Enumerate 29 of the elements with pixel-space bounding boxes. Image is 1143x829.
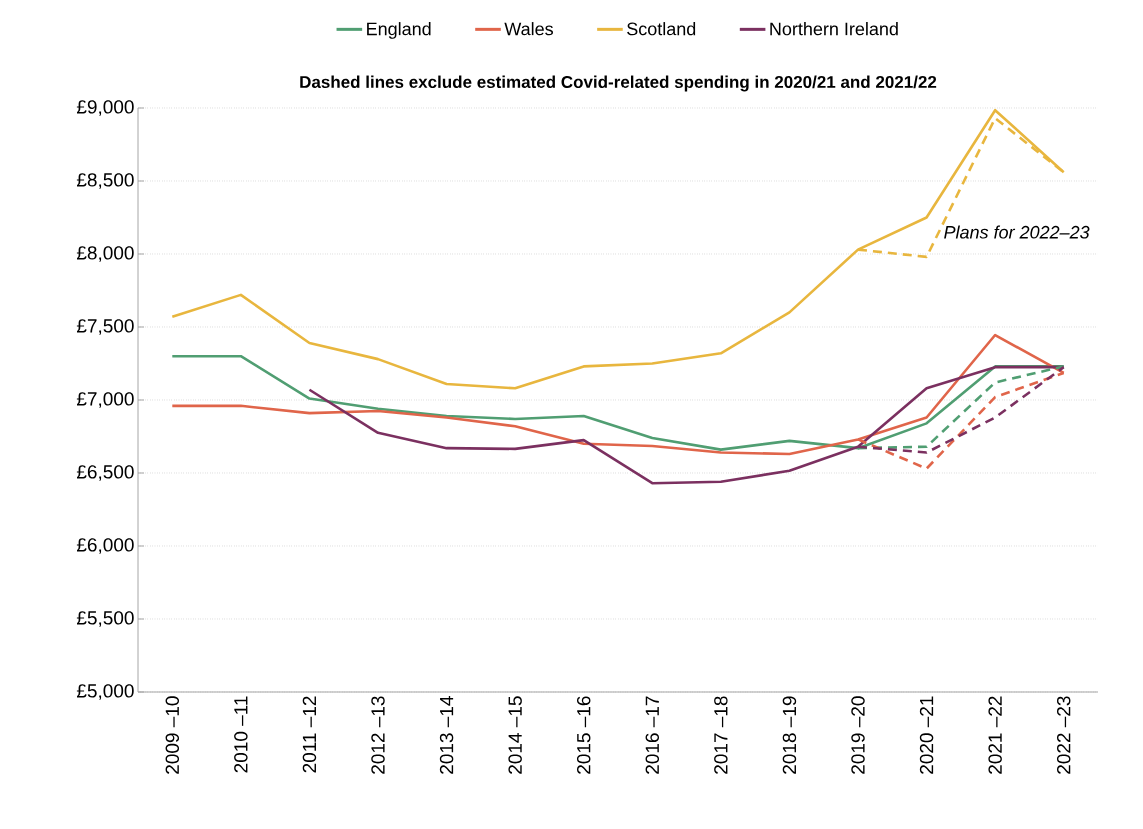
legend-label: Northern Ireland bbox=[770, 22, 898, 36]
x-tick-label: 2015 –16 bbox=[576, 696, 591, 774]
x-tick-label: 2017 –18 bbox=[714, 696, 728, 774]
legend-label: England bbox=[367, 22, 431, 39]
y-tick-label: £8,500 bbox=[76, 173, 134, 189]
x-tick-label: 2022 –23 bbox=[1056, 696, 1071, 774]
x-tick-label: 2011 –12 bbox=[302, 696, 317, 773]
y-tick-label: £9,000 bbox=[76, 100, 134, 116]
x-tick-label: 2009 –10 bbox=[165, 696, 180, 774]
y-tick-label: £6,500 bbox=[76, 465, 134, 481]
x-tick-label: 2020 –21 bbox=[919, 696, 934, 774]
y-tick-label: £7,000 bbox=[76, 392, 134, 408]
legend-label: Wales bbox=[504, 22, 553, 36]
y-tick-label: £6,000 bbox=[76, 538, 134, 554]
y-tick-label: £5,000 bbox=[76, 684, 134, 700]
legend-label: Scotland bbox=[627, 22, 696, 36]
annotation: Plans for 2022–23 bbox=[944, 225, 1090, 239]
x-tick-label: 2016 –17 bbox=[645, 696, 660, 774]
y-tick-label: £5,500 bbox=[76, 611, 134, 627]
x-tick-label: 2019 –20 bbox=[851, 696, 865, 774]
x-tick-label: 2012 –13 bbox=[371, 696, 385, 774]
y-tick-label: £8,000 bbox=[76, 246, 134, 262]
y-tick-label: £7,500 bbox=[76, 319, 134, 335]
x-tick-label: 2010 –11 bbox=[234, 696, 248, 773]
x-tick-label: 2014 –15 bbox=[508, 696, 522, 774]
x-tick-label: 2018 –19 bbox=[782, 696, 797, 774]
chart-title: Dashed lines exclude estimated Covid-related spending in 2020/21 and 2021/22 bbox=[300, 75, 937, 92]
x-tick-label: 2013 –14 bbox=[439, 696, 454, 774]
x-tick-label: 2021 –22 bbox=[988, 696, 1002, 774]
